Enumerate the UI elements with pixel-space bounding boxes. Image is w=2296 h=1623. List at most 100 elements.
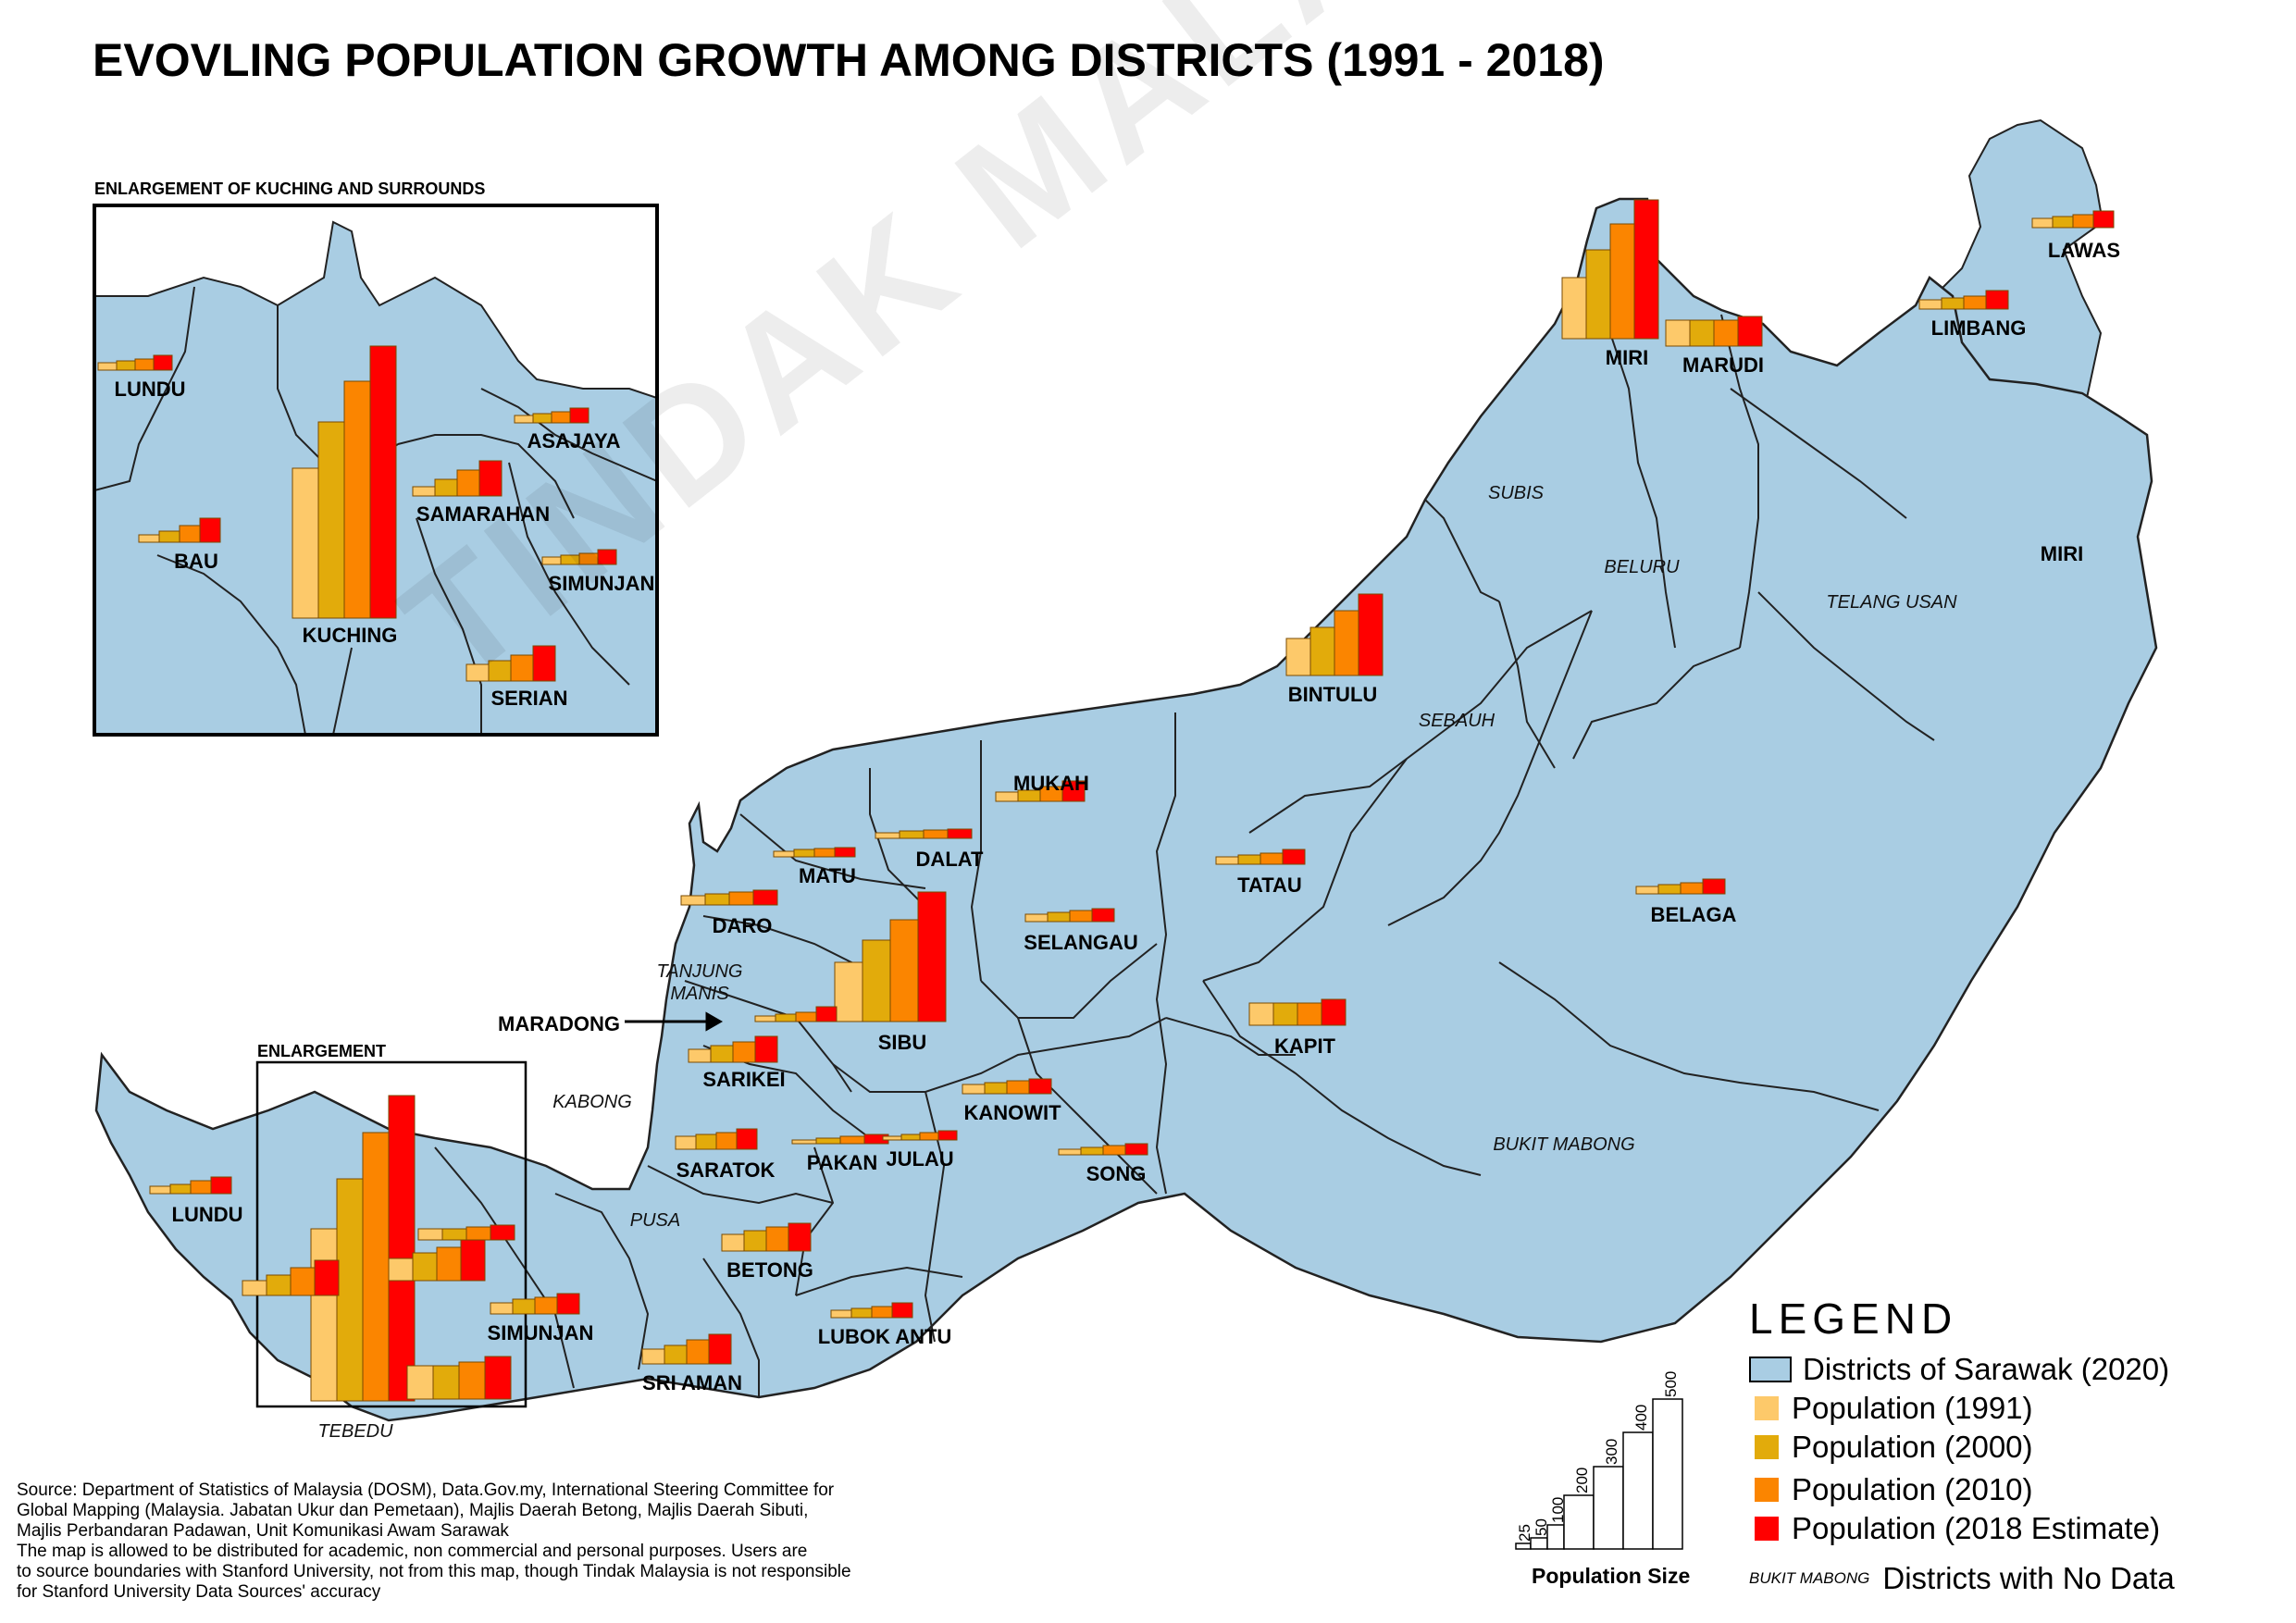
pop-bar-saratok-2010 <box>715 1132 738 1150</box>
pop-bar-miri-1991 <box>1561 277 1587 340</box>
pop-bar-inset-asajaya-1991 <box>514 415 534 424</box>
pop-bar-dalat-2000 <box>899 830 925 839</box>
pop-bar-kuching-2010 <box>343 380 371 619</box>
pop-bar-kuching-2018 <box>369 345 397 619</box>
size-label-500: 500 <box>1662 1370 1680 1397</box>
pop-bar-kapit-2000 <box>1272 1002 1298 1026</box>
pop-bar-lundu-1991 <box>149 1185 171 1195</box>
label-betong: BETONG <box>726 1258 813 1282</box>
label-kanowit: KANOWIT <box>963 1101 1061 1124</box>
pop-bar-main-samarahan-2000 <box>412 1252 438 1282</box>
pop-bar-lubok-antu-2010 <box>871 1306 893 1319</box>
pop-bar-maradong-2000 <box>775 1013 797 1022</box>
legend-label: Population (2000) <box>1792 1430 2033 1464</box>
pop-bar-song-2018 <box>1124 1143 1148 1156</box>
inset-label-asajaya: ASAJAYA <box>527 429 621 452</box>
inset-label-kuching: KUCHING <box>302 624 398 647</box>
label-limbang: LIMBANG <box>1930 316 2027 340</box>
size-label-200: 200 <box>1573 1467 1591 1493</box>
legend-pop-1991: Population (1991) <box>1755 1390 2033 1427</box>
pop-bar-belaga-1991 <box>1635 886 1659 895</box>
pop-bar-main-asajaya-2010 <box>465 1226 491 1241</box>
label-lubok-antu: LUBOK ANTU <box>817 1325 952 1348</box>
pop-bar-daro-2000 <box>704 893 730 906</box>
pop-bar-inset-lundu-1991 <box>97 362 118 371</box>
pop-bar-main-kuching-2018 <box>388 1095 416 1402</box>
pop-bar-selangau-1991 <box>1024 913 1049 923</box>
pop-bar-limbang-2010 <box>1963 295 1987 310</box>
size-label-50: 50 <box>1533 1518 1550 1536</box>
pop-bar-marudi-2010 <box>1713 319 1739 347</box>
pop-bar-limbang-2018 <box>1985 290 2009 310</box>
pop-bar-lundu-2010 <box>190 1180 212 1195</box>
legend-swatch-2010 <box>1755 1478 1779 1502</box>
pop-bar-simunjan-1991 <box>490 1302 514 1315</box>
pop-bar-limbang-1991 <box>1918 299 1942 310</box>
label-mukah: MUKAH <box>1013 772 1089 795</box>
label-matu: MATU <box>799 864 856 887</box>
pop-bar-betong-2010 <box>765 1226 789 1252</box>
pop-bar-sri-aman-1991 <box>641 1348 665 1365</box>
legend-title: LEGEND <box>1749 1295 1958 1343</box>
pop-bar-kanowit-2018 <box>1028 1078 1052 1095</box>
nodata-label-pusa: PUSA <box>629 1210 681 1231</box>
label-tatau: TATAU <box>1237 873 1302 897</box>
kuching-inset-frame <box>93 204 659 737</box>
label-sibu: SIBU <box>877 1031 927 1054</box>
pop-bar-sibu-1991 <box>834 961 863 1022</box>
pop-bar-daro-2010 <box>728 891 754 906</box>
source-line: Source: Department of Statistics of Mala… <box>17 1481 835 1500</box>
pop-bar-inset-samarahan-1991 <box>412 486 436 497</box>
map-title: EVOVLING POPULATION GROWTH AMONG DISTRIC… <box>93 34 1605 86</box>
pop-bar-inset-samarahan-2018 <box>478 460 503 497</box>
pop-bar-tatau-2010 <box>1260 852 1284 865</box>
pop-bar-inset-lundu-2010 <box>134 358 155 371</box>
pop-bar-matu-1991 <box>773 850 795 858</box>
nodata-label-beluru: BELURU <box>1604 557 1680 577</box>
pop-bar-pakan-2000 <box>815 1137 841 1145</box>
pop-bar-belaga-2018 <box>1702 878 1726 895</box>
legend-pop-2010: Population (2010) <box>1755 1471 2033 1508</box>
label-julau: JULAU <box>886 1147 954 1171</box>
size-label-25: 25 <box>1516 1524 1533 1542</box>
legend-district-swatch <box>1749 1357 1792 1382</box>
label-pakan: PAKAN <box>806 1151 878 1174</box>
maradong-arrow <box>625 1011 724 1032</box>
pop-bar-tatau-2000 <box>1237 854 1261 865</box>
size-label-400: 400 <box>1632 1404 1650 1431</box>
pop-bar-maradong-1991 <box>754 1015 776 1022</box>
pop-bar-kapit-1991 <box>1248 1002 1274 1026</box>
pop-bar-main-asajaya-2000 <box>441 1228 467 1241</box>
pop-bar-inset-asajaya-2018 <box>569 407 590 424</box>
pop-bar-lawas-2018 <box>2092 210 2115 229</box>
nodata-label-tanjung-manis: TANJUNG MANIS <box>656 961 743 1004</box>
nodata-label-tebedu: TEBEDU <box>317 1421 393 1442</box>
pop-bar-marudi-2000 <box>1689 319 1715 347</box>
pop-bar-main-serian-2010 <box>458 1361 486 1400</box>
pop-bar-julau-2018 <box>937 1130 958 1141</box>
pop-bar-lawas-2000 <box>2052 216 2074 229</box>
legend-nodata-tag: BUKIT MABONG <box>1749 1569 1870 1587</box>
pop-bar-miri-2018 <box>1633 199 1659 340</box>
pop-bar-main-bau-1991 <box>242 1280 267 1296</box>
pop-bar-lawas-2010 <box>2072 214 2094 229</box>
pop-bar-pakan-1991 <box>791 1139 817 1145</box>
pop-bar-kuching-2000 <box>317 421 345 619</box>
label-simunjan: SIMUNJAN <box>487 1321 594 1344</box>
pop-bar-sarikei-2018 <box>754 1035 778 1063</box>
pop-bar-kapit-2010 <box>1297 1002 1322 1026</box>
pop-bar-song-1991 <box>1058 1148 1082 1156</box>
pop-bar-selangau-2018 <box>1091 908 1115 923</box>
label-miri-north: MIRI <box>1605 346 1649 369</box>
pop-bar-marudi-2018 <box>1737 316 1763 347</box>
source-line: for Stanford University Data Sources' ac… <box>17 1582 381 1602</box>
pop-bar-julau-2000 <box>900 1134 921 1141</box>
pop-bar-inset-lundu-2018 <box>153 354 173 371</box>
pop-bar-tatau-2018 <box>1282 849 1306 865</box>
pop-bar-kanowit-2010 <box>1006 1080 1030 1095</box>
source-line: The map is allowed to be distributed for… <box>17 1542 808 1561</box>
source-line: to source boundaries with Stanford Unive… <box>17 1562 851 1581</box>
legend-label: Population (1991) <box>1792 1391 2033 1425</box>
pop-bar-betong-2000 <box>743 1230 767 1252</box>
